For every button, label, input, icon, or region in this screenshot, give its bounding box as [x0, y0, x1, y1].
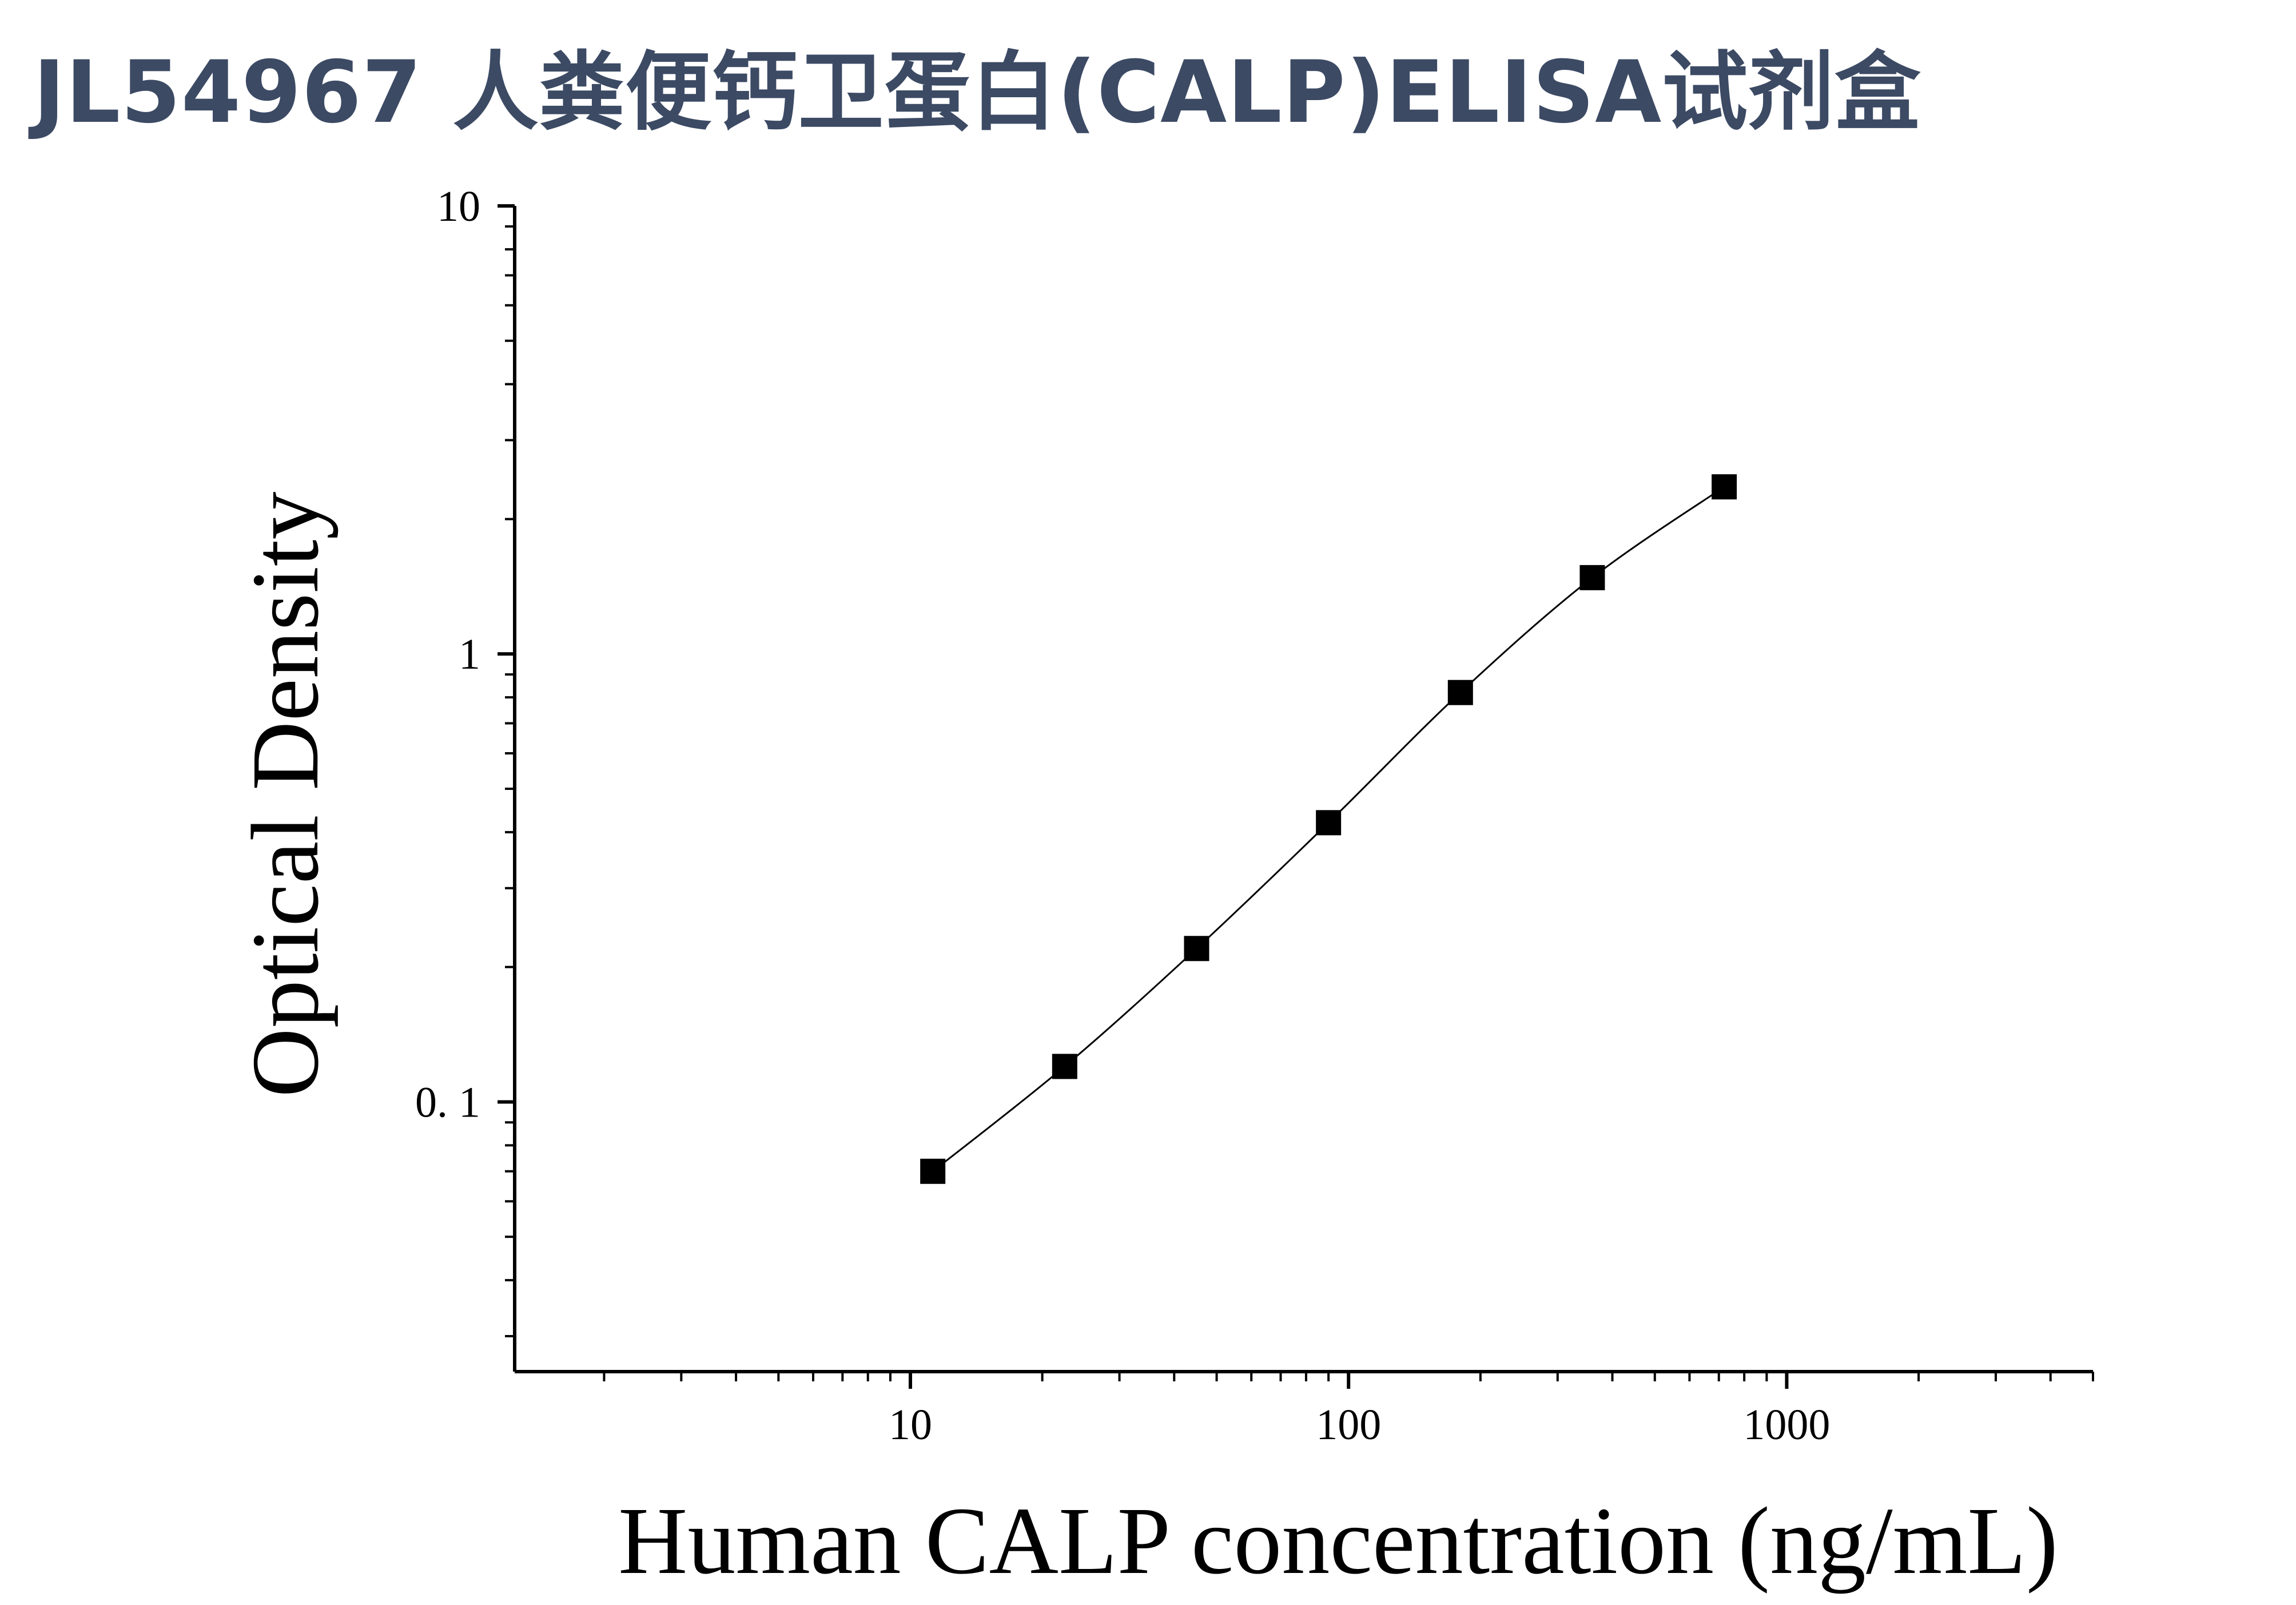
x-tick-label: 10 [889, 1401, 932, 1449]
y-tick-labels: 0. 1 1 10 [415, 182, 480, 1126]
data-point [1447, 680, 1473, 705]
chart-axes [498, 204, 2094, 1389]
y-axis-label: Optical Density [232, 491, 339, 1097]
data-point [1184, 936, 1209, 962]
y-tick-label: 0. 1 [415, 1078, 480, 1126]
data-point [1712, 474, 1737, 500]
data-point [1052, 1054, 1077, 1079]
data-point [1579, 565, 1605, 590]
x-tick-label: 100 [1316, 1401, 1381, 1449]
x-axis-label: Human CALP concentration (ng/mL) [618, 1488, 2058, 1594]
page-title: JL54967 人粪便钙卫蛋白(CALP)ELISA试剂盒 [33, 43, 1921, 142]
data-point [920, 1158, 946, 1184]
x-tick-labels: 10 100 1000 [889, 1401, 1830, 1449]
y-tick-label: 10 [437, 182, 480, 231]
data-point [1316, 810, 1342, 836]
x-tick-label: 1000 [1743, 1401, 1830, 1449]
data-points [920, 474, 1737, 1184]
y-tick-label: 1 [459, 630, 480, 678]
